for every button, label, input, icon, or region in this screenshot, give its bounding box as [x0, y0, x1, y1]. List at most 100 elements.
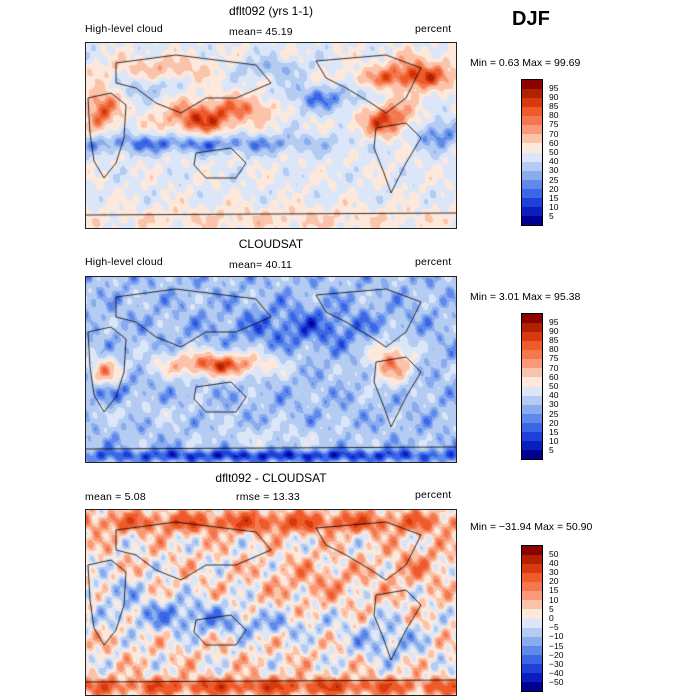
panel-variable-obs: High-level cloud — [85, 256, 163, 268]
colorbar-swatch — [522, 564, 542, 574]
colorbar-tick-label: 60 — [549, 137, 559, 148]
colorbar-tick-label: 85 — [549, 101, 559, 112]
panel-rmse-diff: rmse = 13.33 — [236, 491, 300, 503]
colorbar-swatch — [522, 681, 542, 691]
colorbar-tick-label: 60 — [549, 371, 559, 382]
colorbar-tick-label: 40 — [549, 557, 559, 568]
colorbar-tick-label: 50 — [549, 548, 559, 559]
colorbar-tick-label: 70 — [549, 128, 559, 139]
colorbar-tick-label: −50 — [549, 677, 564, 688]
colorbar-swatch — [522, 359, 542, 369]
colorbar-swatch — [522, 636, 542, 646]
colorbar-tick-label: −30 — [549, 658, 564, 669]
colorbar-tick-label: 40 — [549, 390, 559, 401]
colorbar-swatch — [522, 206, 542, 216]
colorbar-tick-label: 0 — [549, 613, 554, 623]
colorbar-swatch — [522, 591, 542, 601]
colorbar-swatch — [522, 627, 542, 637]
colorbar-tick-label: −40 — [549, 668, 564, 679]
colorbar-tick-label: 5 — [549, 445, 554, 456]
colorbar-swatch — [522, 188, 542, 198]
panel-mean-model: mean= 45.19 — [229, 26, 293, 38]
colorbar-tick-label: 10 — [549, 594, 559, 605]
colorbar-swatch — [522, 170, 542, 180]
colorbar-swatch — [522, 134, 542, 144]
colorbar-tick-label: 30 — [549, 165, 559, 176]
minmax-model: Min = 0.63 Max = 99.69 — [470, 57, 581, 69]
colorbar-tick-label: 75 — [549, 353, 559, 364]
colorbar-swatch — [522, 573, 542, 583]
colorbar-tick-label: 30 — [549, 567, 559, 578]
colorbar-swatch — [522, 368, 542, 378]
colorbar-swatch — [522, 80, 542, 90]
colorbar-swatch — [522, 323, 542, 333]
colorbar-tick-label: 95 — [549, 316, 559, 327]
minmax-diff: Min = −31.94 Max = 50.90 — [470, 521, 593, 533]
panel-title-model: dflt092 (yrs 1-1) — [228, 4, 314, 18]
colorbar-swatch — [522, 404, 542, 414]
colorbar-swatch — [522, 449, 542, 459]
colorbar-tick-label: 25 — [549, 174, 559, 185]
colorbar-swatch — [522, 116, 542, 126]
colorbar-swatch — [522, 332, 542, 342]
colorbar-swatch — [522, 377, 542, 387]
colorbar-swatch — [522, 555, 542, 565]
colorbar-swatch — [522, 672, 542, 682]
colorbar-tick-label: 80 — [549, 110, 559, 121]
colorbar-swatch — [522, 395, 542, 405]
colorbar-swatch — [522, 98, 542, 108]
colorbar-swatch — [522, 645, 542, 655]
colorbar-swatch — [522, 197, 542, 207]
colorbar-tick-label: 75 — [549, 119, 559, 130]
colorbar-swatch — [522, 386, 542, 396]
colorbar-swatch — [522, 413, 542, 423]
panel-title-obs: CLOUDSAT — [238, 237, 304, 251]
colorbar-model — [521, 79, 543, 226]
colorbar-swatch — [522, 125, 542, 135]
colorbar-swatch — [522, 341, 542, 351]
colorbar-tick-label: 10 — [549, 436, 559, 447]
colorbar-tick-label: 10 — [549, 202, 559, 213]
colorbar-tick-label: 15 — [549, 585, 559, 596]
colorbar-diff — [521, 545, 543, 692]
colorbar-obs — [521, 313, 543, 460]
colorbar-swatch — [522, 654, 542, 664]
season-label: DJF — [512, 8, 550, 30]
colorbar-swatch — [522, 89, 542, 99]
colorbar-swatch — [522, 609, 542, 619]
colorbar-swatch — [522, 350, 542, 360]
minmax-obs: Min = 3.01 Max = 95.38 — [470, 291, 581, 303]
panel-units-obs: percent — [415, 256, 452, 268]
colorbar-tick-label: 25 — [549, 408, 559, 419]
map-model — [85, 42, 457, 229]
colorbar-tick-label: 40 — [549, 156, 559, 167]
colorbar-tick-label: −10 — [549, 631, 564, 642]
colorbar-tick-label: −15 — [549, 640, 564, 651]
map-canvas-diff — [86, 510, 456, 695]
colorbar-tick-label: −20 — [549, 649, 564, 660]
map-diff — [85, 509, 457, 696]
colorbar-tick-label: 15 — [549, 426, 559, 437]
map-obs — [85, 276, 457, 463]
colorbar-swatch — [522, 431, 542, 441]
map-canvas-model — [86, 43, 456, 228]
colorbar-swatch — [522, 215, 542, 225]
colorbar-swatch — [522, 582, 542, 592]
colorbar-tick-label: −5 — [549, 622, 559, 633]
panel-mean-obs: mean= 40.11 — [229, 259, 293, 271]
colorbar-tick-label: 20 — [549, 417, 559, 428]
colorbar-swatch — [522, 546, 542, 556]
colorbar-swatch — [522, 422, 542, 432]
colorbar-tick-label: 90 — [549, 91, 559, 102]
panel-mean-diff: mean = 5.08 — [85, 491, 146, 503]
colorbar-tick-label: 85 — [549, 335, 559, 346]
colorbar-swatch — [522, 618, 542, 628]
colorbar-swatch — [522, 161, 542, 171]
colorbar-swatch — [522, 143, 542, 153]
colorbar-tick-label: 20 — [549, 576, 559, 587]
colorbar-swatch — [522, 152, 542, 162]
map-canvas-obs — [86, 277, 456, 462]
colorbar-tick-label: 50 — [549, 147, 559, 157]
colorbar-swatch — [522, 600, 542, 610]
colorbar-tick-label: 5 — [549, 603, 554, 614]
